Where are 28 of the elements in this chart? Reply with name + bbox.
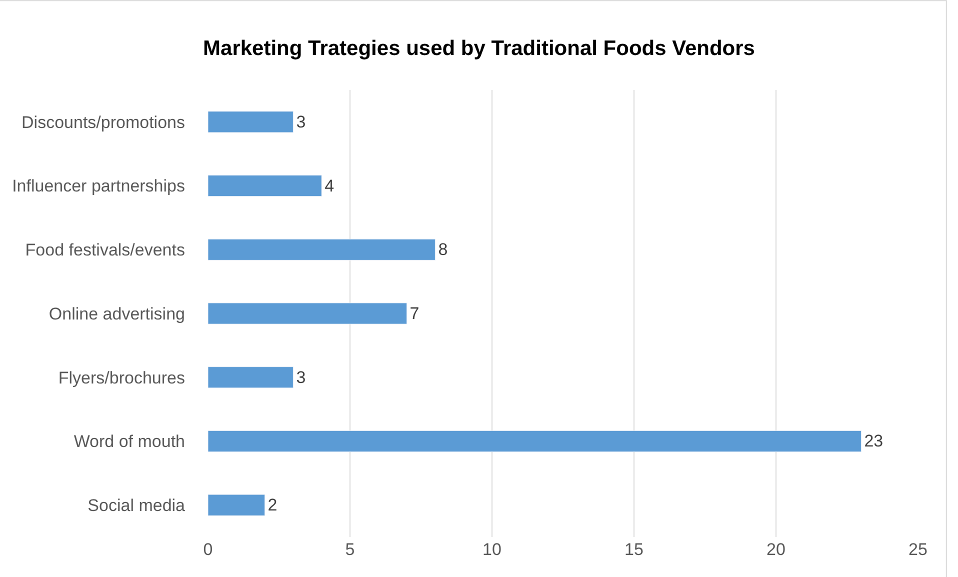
y-tick-label: Flyers/brochures [58,368,185,388]
bar [208,366,294,388]
y-tick-label: Food festivals/events [25,240,185,260]
y-tick-label: Discounts/promotions [22,112,185,132]
y-tick-label: Word of mouth [74,432,185,452]
x-tick-label: 15 [624,540,644,559]
data-label: 8 [438,240,448,260]
chart-title: Marketing Trategies used by Traditional Foods Vendors [203,37,755,60]
data-label: 2 [268,496,278,515]
bar [208,494,266,516]
y-tick-label: Influencer partnerships [12,176,185,196]
data-label: 23 [864,432,884,451]
x-tick-label: 5 [345,540,355,559]
bar [208,302,408,324]
x-tick-label: 0 [203,540,213,559]
data-label: 7 [410,304,420,323]
bar [208,111,294,133]
bar [208,238,436,260]
x-tick-label: 20 [766,540,786,559]
data-label: 3 [296,112,306,132]
x-tick-label: 25 [908,540,928,559]
x-tick-label: 10 [482,540,502,559]
data-label: 3 [296,368,306,387]
bar [208,175,322,197]
y-tick-label: Social media [88,496,186,516]
data-label: 4 [324,176,334,196]
bar [208,430,862,452]
y-tick-label: Online advertising [48,304,185,324]
